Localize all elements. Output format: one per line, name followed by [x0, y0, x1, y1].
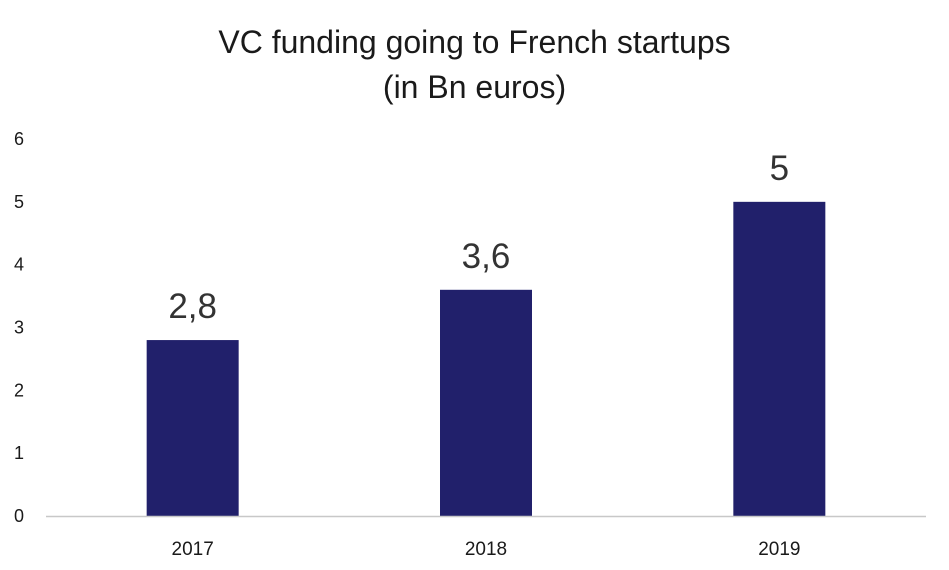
y-tick-label: 3 — [14, 318, 24, 338]
bar-2017 — [146, 340, 239, 516]
y-tick-label: 1 — [14, 443, 24, 463]
x-tick-label: 2017 — [172, 539, 214, 560]
x-tick-label: 2018 — [465, 539, 507, 560]
y-tick-label: 0 — [14, 506, 24, 526]
y-tick-label: 2 — [14, 380, 24, 400]
data-label: 5 — [770, 149, 789, 188]
data-label: 2,8 — [168, 287, 217, 326]
x-tick-label: 2019 — [758, 539, 800, 560]
bar-2019 — [733, 201, 826, 517]
y-tick-label: 6 — [14, 129, 24, 149]
bar-2018 — [440, 289, 532, 516]
chart-title: VC funding going to French startups — [218, 24, 731, 60]
y-tick-label: 5 — [14, 192, 24, 212]
chart-subtitle: (in Bn euros) — [382, 69, 567, 105]
data-label: 3,6 — [462, 237, 511, 276]
y-tick-label: 4 — [14, 255, 24, 275]
